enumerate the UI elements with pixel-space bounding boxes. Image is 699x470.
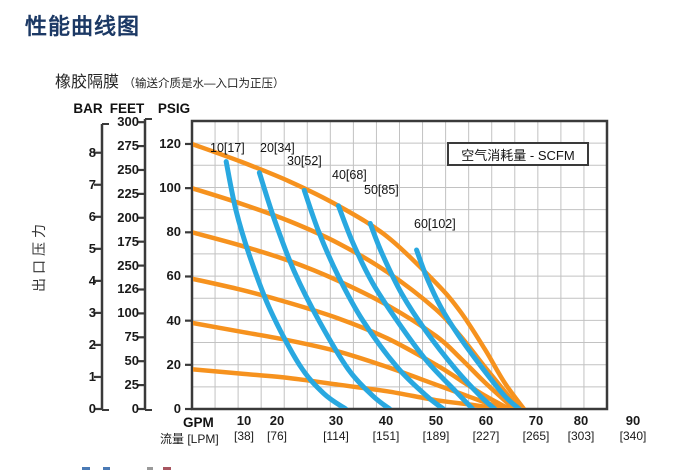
gpm-tick-label: 10 [236, 413, 252, 428]
lpm-tick-label: [114] [323, 429, 349, 443]
chart-subtitle: 橡胶隔膜 （输送介质是水—入口为正压） [55, 68, 284, 92]
x-axis-unit-gpm: GPM [183, 415, 214, 430]
psig-tick-label: 100 [159, 180, 181, 196]
curve-label: 10[17] [210, 141, 245, 155]
bar-tick-label: 7 [88, 176, 96, 192]
legend-label: 空气消耗量 - SCFM [461, 147, 575, 163]
feet-axis-header: FEET [109, 101, 145, 116]
gpm-tick-label: 60 [478, 413, 494, 428]
feet-tick-label: 50 [124, 353, 139, 369]
clipped-text-fragment [147, 467, 153, 470]
bar-tick-label: 4 [88, 272, 96, 288]
subtitle-main: 橡胶隔膜 [55, 74, 120, 91]
gpm-tick-label: 30 [328, 413, 344, 428]
bar-tick-label: 0 [88, 401, 96, 416]
feet-tick-label: 126 [117, 281, 139, 297]
air-10-scfm [223, 159, 349, 408]
curve-label: 30[52] [287, 154, 322, 168]
curve-label: 50[85] [364, 183, 399, 197]
lpm-tick-label: [76] [266, 429, 288, 443]
lpm-tick-label: [151] [372, 429, 400, 443]
feet-tick-label: 25 [124, 377, 139, 393]
bar-tick-label: 1 [88, 368, 96, 384]
air-20-scfm [256, 170, 393, 408]
clipped-text-fragment [82, 467, 90, 470]
discharge-curve-5 [193, 320, 507, 408]
feet-tick-label: 0 [131, 401, 139, 416]
air-30-scfm [301, 187, 446, 408]
x-axis-unit-lpm: 流量 [LPM] [160, 432, 219, 446]
feet-tick-label: 225 [117, 185, 139, 201]
gpm-tick-label: 70 [528, 413, 544, 428]
psig-tick-label: 0 [173, 401, 181, 416]
psig-tick-label: 40 [166, 312, 181, 328]
feet-tick-label: 250 [117, 257, 139, 273]
bar-tick-label: 8 [88, 144, 96, 160]
feet-tick-label: 275 [117, 138, 139, 154]
psig-tick-label: 60 [166, 268, 181, 284]
lpm-tick-label: [340] [619, 429, 647, 443]
feet-tick-label: 100 [117, 305, 139, 321]
clipped-text-fragment [103, 467, 110, 470]
psig-axis-header: PSIG [157, 101, 191, 116]
feet-tick-label: 300 [117, 114, 139, 130]
lpm-tick-label: [38] [233, 429, 255, 443]
psig-tick-label: 120 [159, 135, 181, 151]
curve-label: 20[34] [260, 141, 295, 155]
air-60-scfm [414, 247, 522, 408]
bar-tick-label: 3 [88, 304, 96, 320]
bar-axis-header: BAR [73, 101, 103, 116]
bar-tick-label: 6 [88, 208, 96, 224]
lpm-tick-label: [227] [472, 429, 500, 443]
psig-tick-label: 20 [166, 356, 181, 372]
lpm-tick-label: [303] [567, 429, 595, 443]
air-40-scfm [335, 203, 476, 408]
lpm-tick-label: [265] [522, 429, 550, 443]
bar-tick-label: 2 [88, 336, 96, 352]
curve-label: 60[102] [414, 217, 456, 231]
psig-tick-label: 80 [166, 224, 181, 240]
gpm-tick-label: 20 [269, 413, 285, 428]
gpm-tick-label: 90 [625, 413, 641, 428]
feet-tick-label: 250 [117, 161, 139, 177]
air-50-scfm [367, 220, 497, 408]
feet-tick-label: 75 [124, 329, 139, 345]
discharge-curve-1 [193, 141, 527, 408]
feet-tick-label: 200 [117, 209, 139, 225]
gpm-tick-label: 80 [573, 413, 589, 428]
legend-box: 空气消耗量 - SCFM [447, 142, 589, 166]
feet-tick-label: 175 [117, 233, 139, 249]
subtitle-note: （输送介质是水—入口为正压） [123, 78, 285, 90]
gpm-tick-label: 50 [428, 413, 444, 428]
clipped-text-fragment [163, 467, 171, 470]
page-title: 性能曲线图 [25, 14, 141, 39]
gpm-tick-label: 40 [378, 413, 394, 428]
bar-tick-label: 5 [88, 240, 96, 256]
curve-label: 40[68] [332, 168, 367, 182]
lpm-tick-label: [189] [422, 429, 450, 443]
